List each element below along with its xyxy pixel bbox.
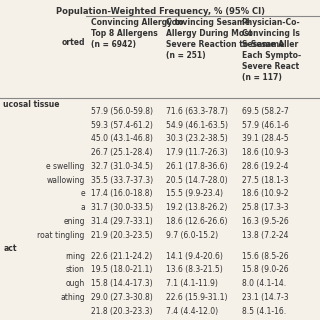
Text: orted: orted [61,38,85,47]
Text: Population-Weighted Frequency, % (95% CI): Population-Weighted Frequency, % (95% CI… [55,7,265,16]
Text: 7.4 (4.4-12.0): 7.4 (4.4-12.0) [166,307,219,316]
Text: 57.9 (46.1-6: 57.9 (46.1-6 [242,121,288,130]
Text: 35.5 (33.7-37.3): 35.5 (33.7-37.3) [91,176,153,185]
Text: 15.8 (9.0-26: 15.8 (9.0-26 [242,265,288,274]
Text: wallowing: wallowing [46,176,85,185]
Text: 26.7 (25.1-28.4): 26.7 (25.1-28.4) [91,148,153,157]
Text: 21.8 (20.3-23.3): 21.8 (20.3-23.3) [91,307,153,316]
Text: 59.3 (57.4-61.2): 59.3 (57.4-61.2) [91,121,153,130]
Text: 69.5 (58.2-7: 69.5 (58.2-7 [242,107,288,116]
Text: 15.6 (8.5-26: 15.6 (8.5-26 [242,252,288,260]
Text: 18.6 (12.6-26.6): 18.6 (12.6-26.6) [166,217,228,226]
Text: 22.6 (21.1-24.2): 22.6 (21.1-24.2) [91,252,152,260]
Text: stion: stion [66,265,85,274]
Text: 27.5 (18.1-3: 27.5 (18.1-3 [242,176,288,185]
Text: 20.5 (14.7-28.0): 20.5 (14.7-28.0) [166,176,228,185]
Text: 23.1 (14.7-3: 23.1 (14.7-3 [242,293,288,302]
Text: 21.9 (20.3-23.5): 21.9 (20.3-23.5) [91,231,153,240]
Text: 28.6 (19.2-4: 28.6 (19.2-4 [242,162,288,171]
Text: ough: ough [66,279,85,288]
Text: Convincing Allergy to
Top 8 Allergens
(n = 6942): Convincing Allergy to Top 8 Allergens (n… [91,18,184,49]
Text: 14.1 (9.4-20.6): 14.1 (9.4-20.6) [166,252,223,260]
Text: 8.0 (4.1-14.: 8.0 (4.1-14. [242,279,286,288]
Text: 8.5 (4.1-16.: 8.5 (4.1-16. [242,307,286,316]
Text: 19.5 (18.0-21.1): 19.5 (18.0-21.1) [91,265,153,274]
Text: 25.8 (17.3-3: 25.8 (17.3-3 [242,203,288,212]
Text: 29.0 (27.3-30.8): 29.0 (27.3-30.8) [91,293,153,302]
Text: 9.7 (6.0-15.2): 9.7 (6.0-15.2) [166,231,219,240]
Text: 19.2 (13.8-26.2): 19.2 (13.8-26.2) [166,203,228,212]
Text: 15.5 (9.9-23.4): 15.5 (9.9-23.4) [166,189,223,198]
Text: 17.9 (11.7-26.3): 17.9 (11.7-26.3) [166,148,228,157]
Text: athing: athing [60,293,85,302]
Text: rning: rning [65,252,85,260]
Text: 18.6 (10.9-3: 18.6 (10.9-3 [242,148,288,157]
Text: 18.6 (10.9-2: 18.6 (10.9-2 [242,189,288,198]
Text: 39.1 (28.4-5: 39.1 (28.4-5 [242,134,288,143]
Text: ucosal tissue: ucosal tissue [3,100,60,109]
Text: 30.3 (23.2-38.5): 30.3 (23.2-38.5) [166,134,228,143]
Text: Convincing Sesame
Allergy During Most
Severe Reaction to Sesame
(n = 251): Convincing Sesame Allergy During Most Se… [166,18,285,60]
Text: 31.7 (30.0-33.5): 31.7 (30.0-33.5) [91,203,153,212]
Text: 45.0 (43.1-46.8): 45.0 (43.1-46.8) [91,134,153,143]
Text: act: act [3,244,17,253]
Text: ening: ening [63,217,85,226]
Text: 54.9 (46.1-63.5): 54.9 (46.1-63.5) [166,121,228,130]
Text: a: a [80,203,85,212]
Text: Physician-Co-
Convincing Is
Sesame Aller
Each Sympto-
Severe React
(n = 117): Physician-Co- Convincing Is Sesame Aller… [242,18,301,82]
Text: e swelling: e swelling [46,162,85,171]
Text: 57.9 (56.0-59.8): 57.9 (56.0-59.8) [91,107,153,116]
Text: 17.4 (16.0-18.8): 17.4 (16.0-18.8) [91,189,153,198]
Text: e: e [80,189,85,198]
Text: 26.1 (17.8-36.6): 26.1 (17.8-36.6) [166,162,228,171]
Text: 13.6 (8.3-21.5): 13.6 (8.3-21.5) [166,265,223,274]
Text: roat tingling: roat tingling [37,231,85,240]
Text: 32.7 (31.0-34.5): 32.7 (31.0-34.5) [91,162,153,171]
Text: 71.6 (63.3-78.7): 71.6 (63.3-78.7) [166,107,228,116]
Text: 13.8 (7.2-24: 13.8 (7.2-24 [242,231,288,240]
Text: 15.8 (14.4-17.3): 15.8 (14.4-17.3) [91,279,153,288]
Text: 31.4 (29.7-33.1): 31.4 (29.7-33.1) [91,217,153,226]
Text: 7.1 (4.1-11.9): 7.1 (4.1-11.9) [166,279,218,288]
Text: 22.6 (15.9-31.1): 22.6 (15.9-31.1) [166,293,228,302]
Text: 16.3 (9.5-26: 16.3 (9.5-26 [242,217,288,226]
